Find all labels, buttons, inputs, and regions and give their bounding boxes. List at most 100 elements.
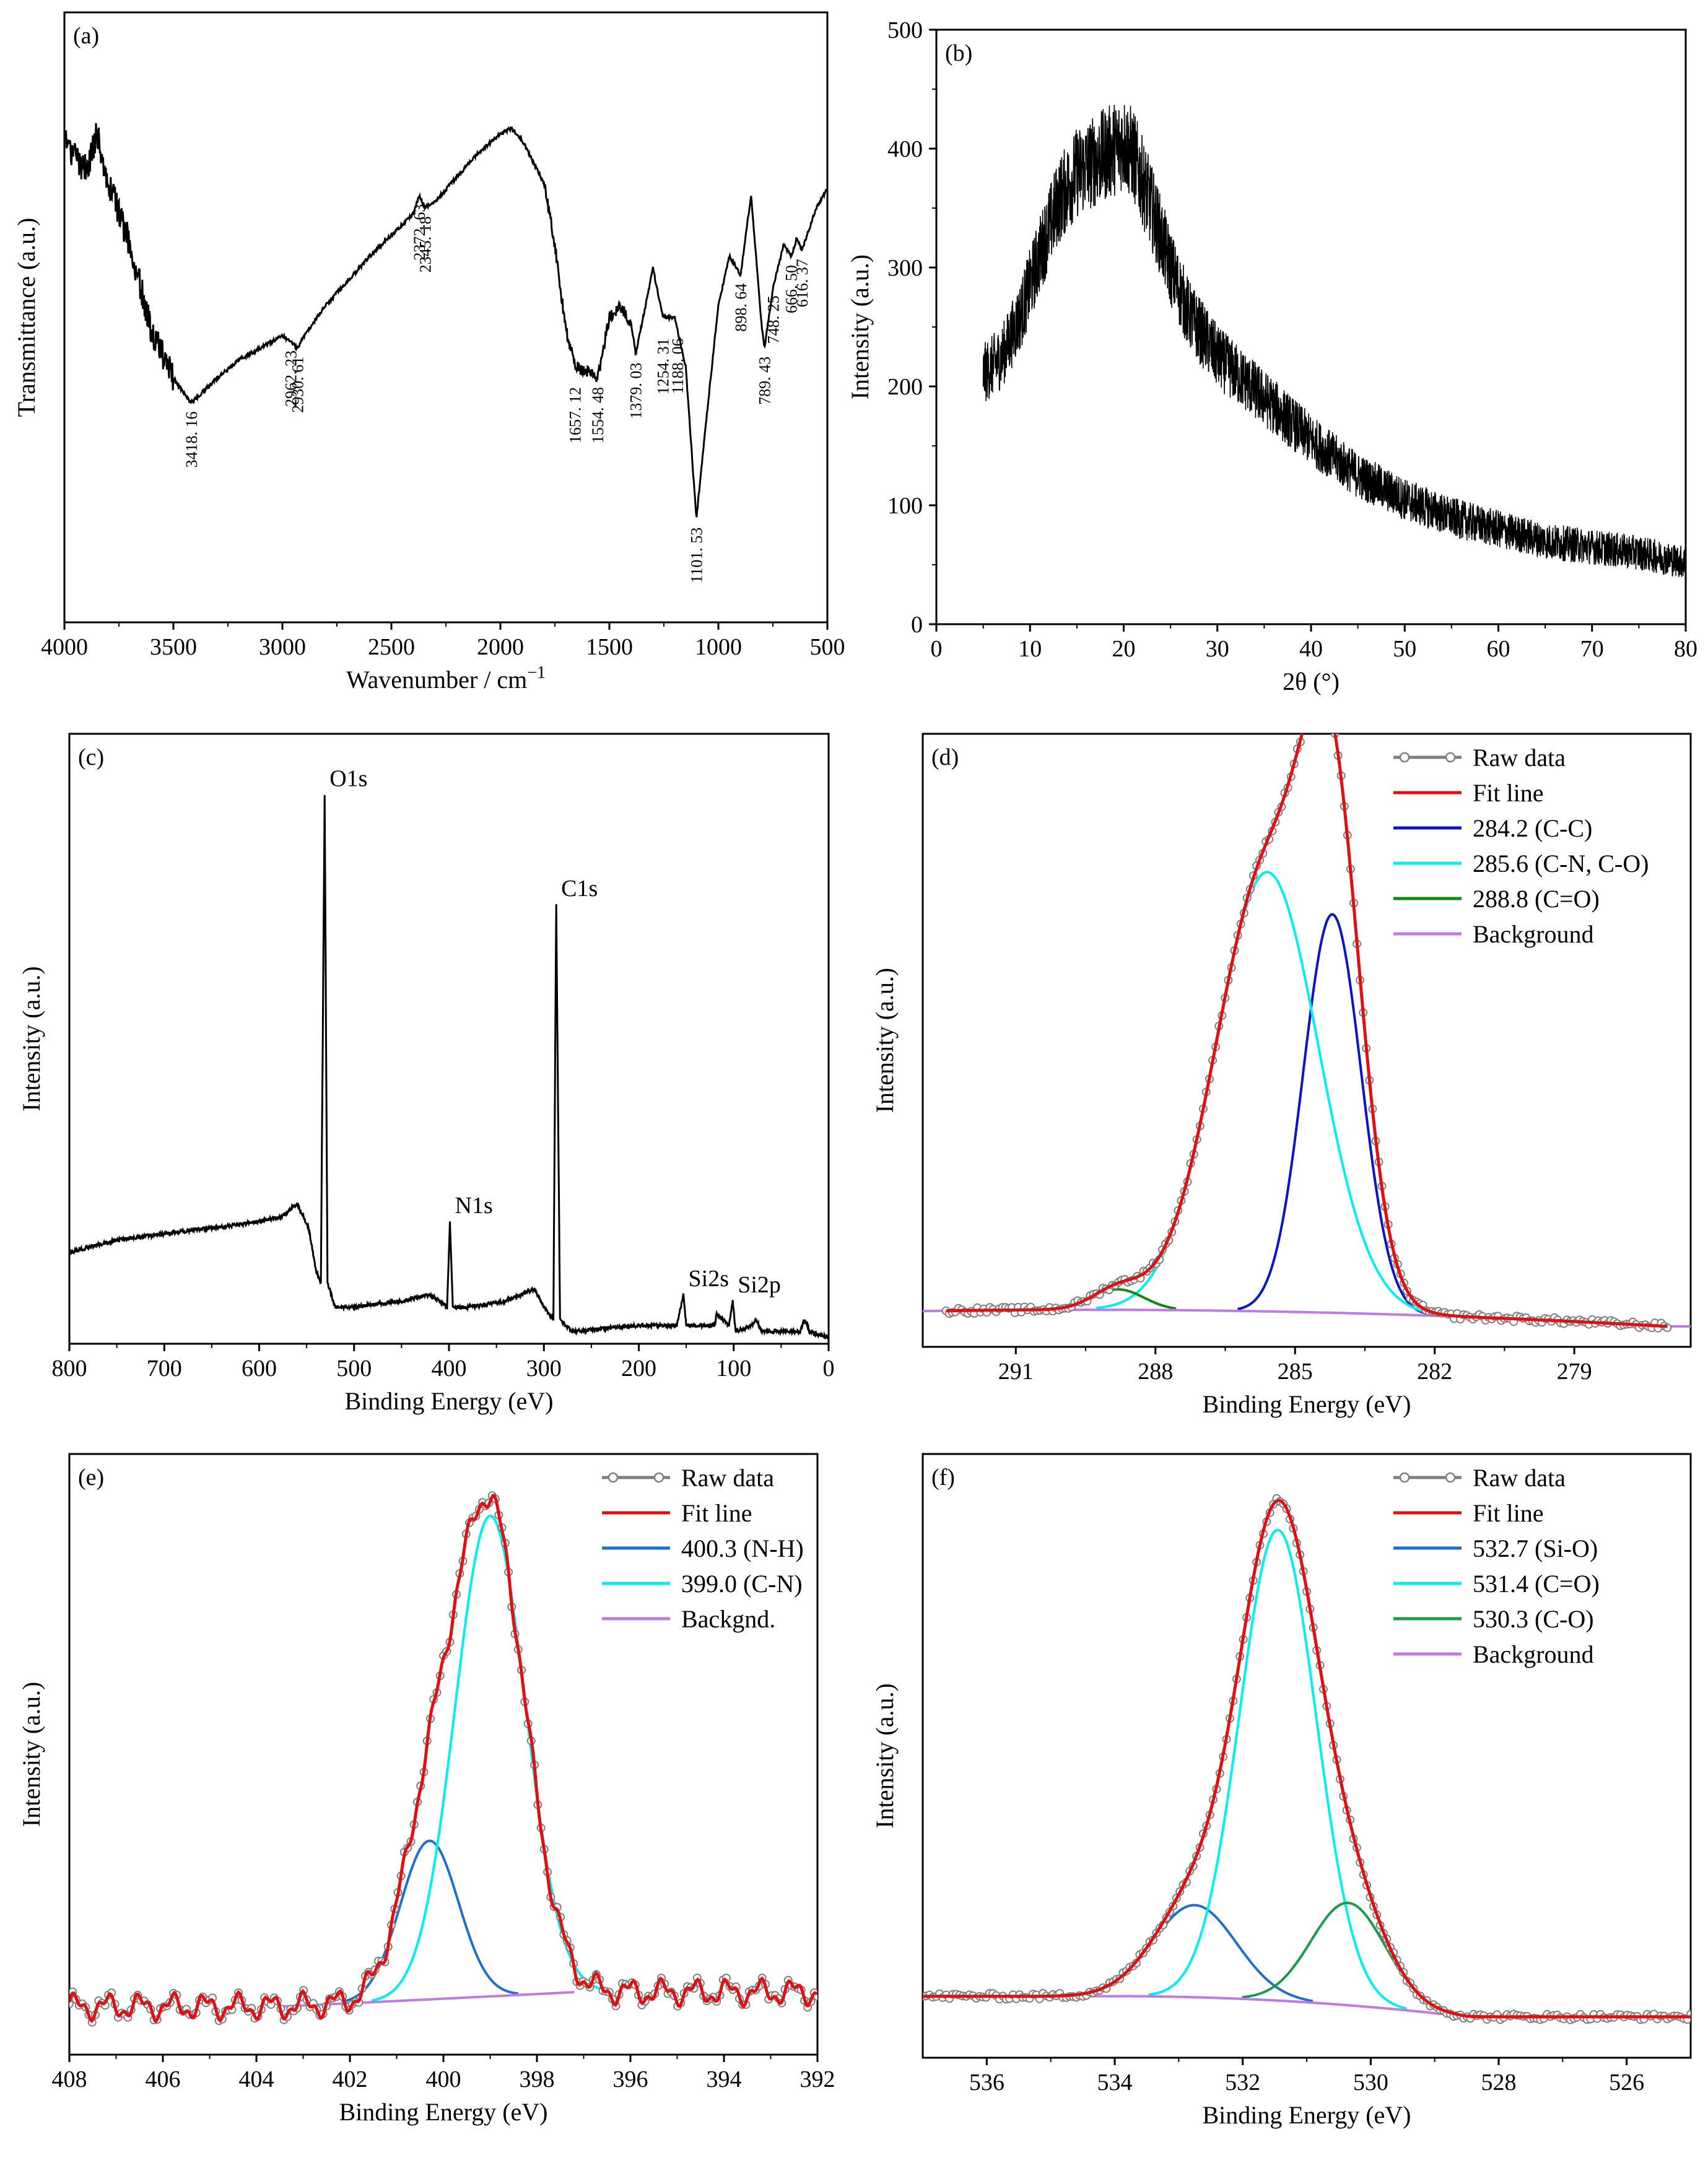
legend-marker: [608, 1472, 619, 1483]
peak-annotation: 2345. 18: [417, 216, 435, 272]
component-line: [1148, 1528, 1407, 2010]
x-tick-label: 408: [52, 2066, 87, 2092]
x-tick-label: 300: [526, 1356, 562, 1382]
panel-a: 4000 3500 3000 2500 2000 1500 1000 500 Wavenumbe…: [12, 11, 845, 694]
x-tick-label: 402: [333, 2066, 368, 2092]
peak-label: Si2s: [689, 1266, 729, 1292]
x-tick-label: 291: [998, 1359, 1034, 1385]
x-tick-label: 536: [969, 2069, 1004, 2096]
legend-label: Raw data: [1473, 1464, 1566, 1492]
component-line: [371, 1514, 610, 2002]
x-axis-label: Wavenumber / cm−1: [346, 663, 546, 694]
x-tick-label: 500: [810, 634, 845, 660]
x-tick-label: 1000: [695, 634, 742, 660]
x-tick-label: 3500: [150, 634, 197, 660]
x-tick-label: 100: [716, 1356, 751, 1382]
plot-area: [69, 794, 829, 1340]
panel-f: 536 534 532 530 528 526 Binding Energy (eV) Int…: [871, 1453, 1692, 2129]
x-tick-label: 404: [239, 2066, 274, 2092]
y-axis-label: Transmittance (a.u.): [12, 218, 40, 417]
x-tick-label: 285: [1278, 1359, 1313, 1385]
legend-label: Background: [1473, 1640, 1594, 1668]
legend-marker: [1399, 1472, 1410, 1483]
x-tick-label: 700: [147, 1356, 182, 1382]
x-tick-label: 50: [1393, 636, 1416, 662]
raw-data-point: [1328, 712, 1336, 720]
legend-label: Raw data: [1473, 744, 1566, 772]
x-axis-label: 2θ (°): [1283, 668, 1340, 695]
x-axis-label: Binding Energy (eV): [339, 2098, 548, 2126]
plot-area: [64, 123, 827, 518]
y-tick-label: 500: [887, 17, 923, 43]
legend-marker: [1399, 752, 1410, 763]
y-axis-label: Intensity (a.u.): [17, 1682, 45, 1827]
peak-annotation: 1657. 12: [567, 387, 585, 443]
x-tick-label: 530: [1353, 2069, 1388, 2096]
y-tick-label: 400: [887, 136, 923, 162]
plot-area: [923, 697, 1691, 1333]
x-tick-label: 40: [1299, 636, 1323, 662]
plot-frame: [63, 11, 829, 624]
x-tick-label: 70: [1580, 636, 1604, 662]
peak-label: N1s: [455, 1193, 493, 1219]
legend-label: 285.6 (C-N, C-O): [1473, 850, 1649, 877]
legend: Raw data Fit line 532.7 (Si-O) 531.4 (C=O) 5…: [1393, 1464, 1600, 1668]
legend-marker: [1445, 752, 1456, 763]
y-tick-label: 300: [887, 255, 923, 281]
legend-label: 284.2 (C-C): [1473, 814, 1592, 842]
panel-label: (b): [945, 40, 972, 66]
y-axis-label: Intensity (a.u.): [17, 966, 45, 1111]
x-axis-label: Binding Energy (eV): [345, 1387, 554, 1415]
x-tick-label: 400: [432, 1356, 467, 1382]
legend-label: 400.3 (N-H): [681, 1534, 804, 1562]
plot-frame: [922, 733, 1692, 1348]
component-line: [1096, 871, 1439, 1316]
panel-b: 0 10 20 30 40 50 60 70 80 0 100 200 300 400 500 2θ (°) I…: [846, 17, 1697, 695]
x-axis-label-sup: −1: [527, 663, 546, 682]
peak-annotation: 1254. 31: [655, 338, 673, 394]
peak-annotation: 748. 25: [765, 295, 783, 344]
panel-d: 291 288 285 282 279 Binding Energy (eV) Intens…: [871, 697, 1692, 1418]
component-line: [341, 1839, 518, 2003]
peak-annotation: 1101. 53: [687, 528, 705, 583]
peak-annotation: 789. 43: [756, 357, 773, 405]
x-tick-label: 0: [931, 636, 943, 662]
panel-label: (c): [78, 744, 104, 770]
x-axis-label: Binding Energy (eV): [1203, 1390, 1411, 1418]
x-tick-label: 400: [426, 2066, 461, 2092]
legend-label: Background: [1473, 920, 1594, 948]
y-tick-label: 100: [887, 493, 923, 519]
x-tick-label: 526: [1609, 2069, 1644, 2096]
x-axis-label: Binding Energy (eV): [1203, 2101, 1411, 2129]
series-line-a: [64, 123, 827, 518]
x-tick-label: 392: [800, 2066, 835, 2092]
raw-data-point: [1309, 697, 1317, 704]
peak-annotation: 666. 50: [783, 265, 801, 313]
x-tick-label: 279: [1557, 1359, 1592, 1385]
raw-data-point: [1303, 715, 1310, 722]
legend-label: 532.7 (Si-O): [1473, 1534, 1598, 1562]
x-tick-label: 0: [823, 1356, 835, 1382]
x-tick-label: 2500: [368, 634, 415, 660]
legend-label: 399.0 (C-N): [681, 1570, 803, 1598]
y-tick-label: 0: [911, 612, 923, 638]
legend-label: 288.8 (C=O): [1473, 885, 1600, 913]
raw-data-point: [1300, 722, 1307, 729]
peak-annotation: 1554. 48: [589, 387, 607, 443]
x-tick-label: 4000: [41, 634, 88, 660]
legend-label: Raw data: [681, 1464, 774, 1492]
y-tick-label: 200: [887, 374, 923, 400]
x-tick-label: 800: [52, 1356, 87, 1382]
panel-e: 408 406 404 402 400 398 396 394 392 Binding Energ…: [17, 1453, 835, 2126]
x-tick-label: 500: [336, 1356, 372, 1382]
fit-line: [946, 734, 1668, 1328]
x-tick-label: 406: [146, 2066, 181, 2092]
x-tick-label: 80: [1674, 636, 1697, 662]
panel-label: (d): [931, 744, 959, 770]
x-tick-label: 534: [1097, 2069, 1133, 2096]
peak-annotation: 898. 64: [732, 284, 750, 332]
x-tick-label: 396: [613, 2066, 648, 2092]
x-tick-label: 394: [707, 2066, 742, 2092]
